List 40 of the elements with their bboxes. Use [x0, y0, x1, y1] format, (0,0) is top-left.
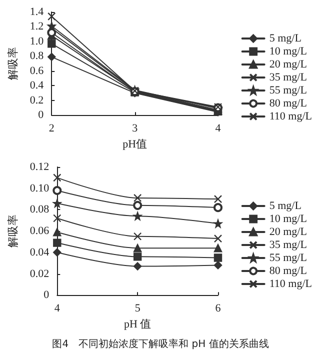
x-tick-label: 3 — [132, 122, 138, 135]
legend-label: 35 mg/L — [269, 239, 308, 251]
y-tick-label: 0.12 — [30, 161, 50, 173]
legend-label: 5 mg/L — [269, 200, 302, 212]
x-tick-label: 5 — [134, 302, 141, 315]
y-axis-title: 解吸率 — [6, 47, 20, 80]
legend-label: 35 mg/L — [269, 72, 308, 84]
x-tick-label: 2 — [48, 122, 54, 135]
y-tick-label: 1.0 — [30, 35, 44, 48]
legend-label: 80 mg/L — [269, 265, 308, 277]
y-tick-label: 0 — [44, 289, 50, 302]
y-tick-label: 1.2 — [30, 20, 44, 33]
legend-label: 55 mg/L — [269, 84, 308, 96]
x-tick-label: 4 — [215, 122, 222, 135]
caption: 图4 不同初始浓度下解吸率和 pH 值的关系曲线 — [51, 338, 270, 351]
x-axis-title: pH 值 — [124, 318, 152, 330]
y-axis-title: 解吸率 — [6, 214, 20, 248]
legend-label: 110 mg/L — [269, 278, 312, 290]
y-tick-label: 0 — [38, 109, 44, 122]
legend-label: 110 mg/L — [269, 110, 312, 122]
y-tick-label: 0.02 — [30, 268, 50, 280]
x-tick-label: 4 — [54, 302, 60, 315]
legend-label: 20 mg/L — [269, 226, 308, 238]
x-axis-title: pH值 — [122, 138, 148, 150]
legend-label: 55 mg/L — [269, 252, 308, 264]
x-tick-label: 6 — [215, 302, 222, 315]
legend-label: 20 mg/L — [269, 58, 308, 70]
y-tick-label: 0.08 — [30, 204, 50, 216]
legend-label: 5 mg/L — [269, 32, 302, 44]
y-tick-label: 0.4 — [30, 80, 44, 92]
y-tick-label: 0.8 — [30, 50, 44, 62]
legend-label: 10 mg/L — [269, 46, 308, 58]
y-tick-label: 0.06 — [30, 225, 50, 238]
y-tick-label: 0.6 — [30, 64, 44, 77]
y-tick-label: 0.2 — [30, 94, 44, 106]
y-tick-label: 0.10 — [30, 182, 50, 194]
legend-label: 10 mg/L — [269, 213, 308, 225]
y-tick-label: 0.04 — [30, 246, 50, 258]
y-tick-label: 1.4 — [30, 6, 44, 18]
legend-label: 80 mg/L — [269, 98, 308, 110]
